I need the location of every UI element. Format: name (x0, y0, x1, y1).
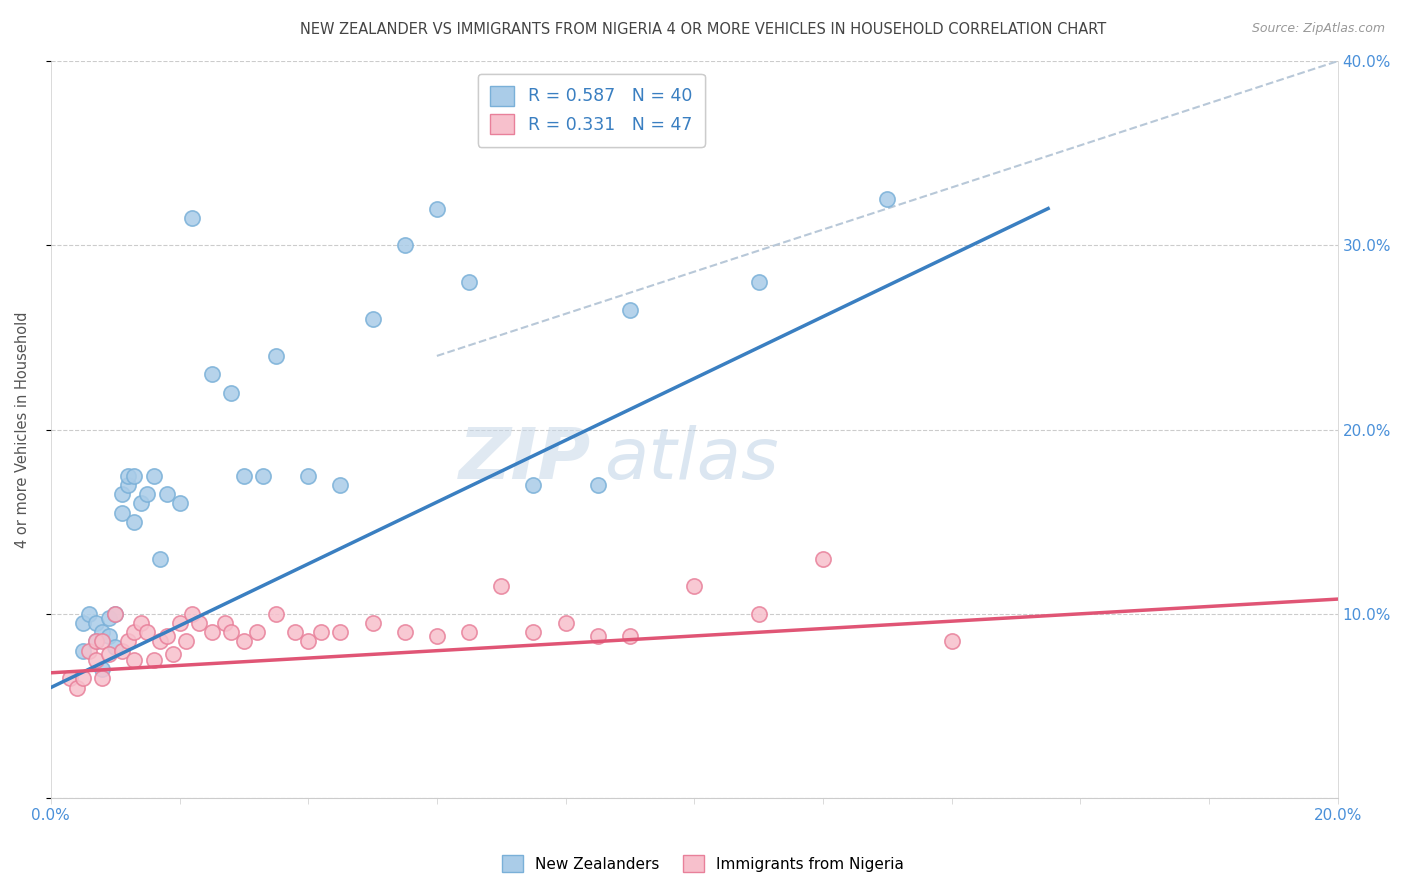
Text: atlas: atlas (605, 425, 779, 493)
Point (329, 478, 352, 492)
Point (59, 671, 82, 685)
Point (149, 551, 172, 566)
Point (284, 625, 307, 640)
Point (394, 625, 416, 640)
Point (187, 615, 209, 630)
Point (136, 487, 159, 501)
Point (79, 643, 101, 657)
Point (748, 275, 770, 289)
Point (522, 625, 544, 640)
Point (124, 625, 146, 640)
Point (97, 610, 120, 624)
Point (91, 625, 114, 640)
Legend: R = 0.587   N = 40, R = 0.331   N = 47: R = 0.587 N = 40, R = 0.331 N = 47 (478, 73, 704, 146)
Point (554, 615, 576, 630)
Point (361, 615, 384, 630)
Point (619, 629, 641, 643)
Point (149, 634, 172, 648)
Point (84, 634, 107, 648)
Point (104, 607, 127, 621)
Point (941, 634, 963, 648)
Point (110, 506, 132, 520)
Point (142, 468, 165, 483)
Point (232, 634, 254, 648)
Point (246, 625, 269, 640)
Point (65, 681, 87, 695)
Point (174, 634, 197, 648)
Point (264, 607, 287, 621)
Point (72, 671, 94, 685)
Legend: New Zealanders, Immigrants from Nigeria: New Zealanders, Immigrants from Nigeria (494, 847, 912, 880)
Point (426, 629, 449, 643)
Point (136, 625, 159, 640)
Point (84, 615, 107, 630)
Point (181, 211, 204, 225)
Point (72, 615, 94, 630)
Point (458, 625, 481, 640)
Point (426, 202, 449, 216)
Point (104, 607, 127, 621)
Point (156, 629, 179, 643)
Point (264, 349, 287, 363)
Point (91, 671, 114, 685)
Point (104, 640, 127, 654)
Point (329, 625, 352, 640)
Text: Source: ZipAtlas.com: Source: ZipAtlas.com (1251, 22, 1385, 36)
Point (91, 662, 114, 676)
Point (252, 468, 274, 483)
Point (162, 648, 184, 662)
Point (156, 487, 179, 501)
Point (124, 653, 146, 667)
Y-axis label: 4 or more Vehicles in Household: 4 or more Vehicles in Household (15, 311, 30, 548)
Point (876, 192, 898, 206)
Point (129, 615, 152, 630)
Point (72, 643, 94, 657)
Point (142, 653, 165, 667)
Point (297, 634, 319, 648)
Point (91, 634, 114, 648)
Point (181, 607, 204, 621)
Point (361, 312, 384, 326)
Point (110, 487, 132, 501)
Point (79, 607, 101, 621)
Text: ZIP: ZIP (458, 425, 592, 493)
Point (232, 468, 254, 483)
Point (117, 478, 139, 492)
Point (117, 634, 139, 648)
Point (297, 468, 319, 483)
Point (522, 478, 544, 492)
Point (489, 579, 512, 593)
Point (97, 648, 120, 662)
Point (309, 625, 332, 640)
Point (97, 629, 120, 643)
Point (201, 368, 224, 382)
Point (169, 496, 191, 510)
Point (169, 615, 191, 630)
Point (124, 515, 146, 529)
Point (201, 625, 224, 640)
Point (394, 238, 416, 252)
Point (129, 496, 152, 510)
Point (458, 275, 481, 289)
Point (84, 634, 107, 648)
Point (219, 385, 242, 400)
Point (84, 653, 107, 667)
Point (110, 643, 132, 657)
Point (124, 468, 146, 483)
Point (214, 615, 236, 630)
Point (117, 468, 139, 483)
Point (586, 629, 609, 643)
Text: NEW ZEALANDER VS IMMIGRANTS FROM NIGERIA 4 OR MORE VEHICLES IN HOUSEHOLD CORRELA: NEW ZEALANDER VS IMMIGRANTS FROM NIGERIA… (299, 22, 1107, 37)
Point (748, 607, 770, 621)
Point (811, 551, 834, 566)
Point (586, 478, 609, 492)
Point (219, 625, 242, 640)
Point (683, 579, 706, 593)
Point (619, 302, 641, 317)
